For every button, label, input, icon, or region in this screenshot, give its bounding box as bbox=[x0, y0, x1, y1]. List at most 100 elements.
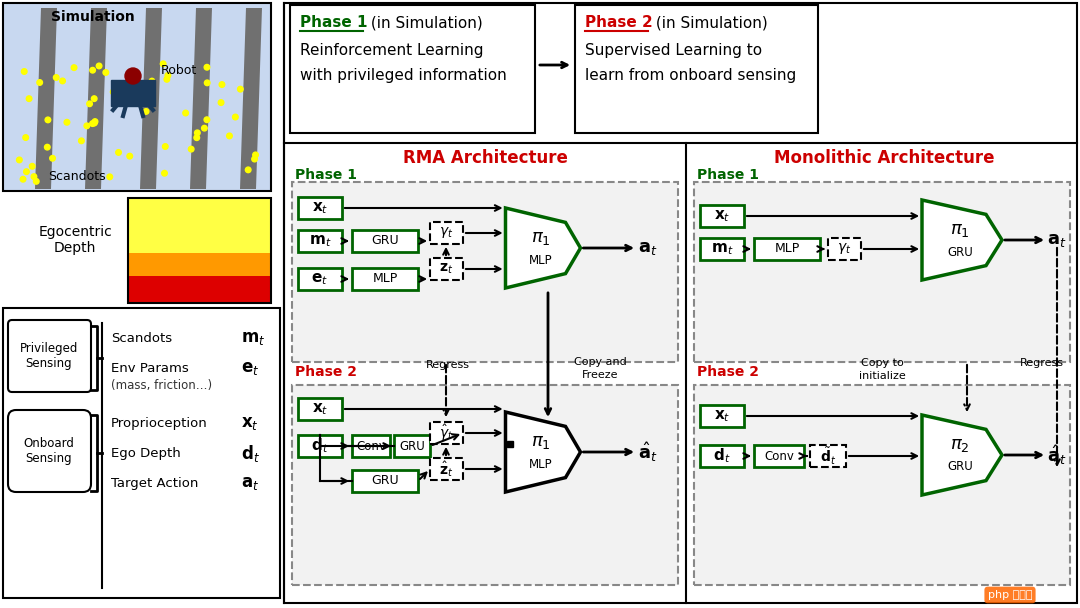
Text: Monolithic Architecture: Monolithic Architecture bbox=[773, 149, 995, 167]
Circle shape bbox=[162, 143, 168, 150]
Circle shape bbox=[23, 135, 28, 140]
Text: (in Simulation): (in Simulation) bbox=[366, 15, 483, 30]
Bar bbox=[754, 445, 804, 467]
Text: Conv: Conv bbox=[356, 440, 386, 452]
Circle shape bbox=[252, 156, 257, 162]
Text: $\mathbf{d}_t$: $\mathbf{d}_t$ bbox=[713, 447, 731, 465]
Bar bbox=[694, 182, 1070, 362]
Bar bbox=[111, 80, 156, 106]
Text: Simulation: Simulation bbox=[51, 10, 135, 24]
Text: GRU: GRU bbox=[372, 235, 399, 247]
Circle shape bbox=[92, 120, 97, 126]
Text: $\mathbf{m}_t$: $\mathbf{m}_t$ bbox=[241, 329, 266, 347]
Text: Phase 1: Phase 1 bbox=[300, 15, 367, 30]
Polygon shape bbox=[922, 200, 1002, 280]
Text: Copy and: Copy and bbox=[573, 357, 626, 367]
Text: $\mathbf{m}_t$: $\mathbf{m}_t$ bbox=[309, 233, 332, 249]
Text: Regress: Regress bbox=[426, 360, 470, 370]
Text: GRU: GRU bbox=[372, 474, 399, 488]
Text: RMA Architecture: RMA Architecture bbox=[403, 149, 567, 167]
Circle shape bbox=[127, 153, 133, 159]
Circle shape bbox=[64, 120, 70, 125]
Circle shape bbox=[29, 164, 35, 169]
Circle shape bbox=[16, 157, 23, 163]
Bar bbox=[298, 398, 342, 420]
Text: $\mathbf{d}_t$: $\mathbf{d}_t$ bbox=[311, 437, 328, 455]
Text: Supervised Learning to: Supervised Learning to bbox=[585, 43, 762, 58]
Circle shape bbox=[59, 78, 66, 84]
Circle shape bbox=[90, 67, 95, 73]
Bar bbox=[352, 268, 418, 290]
Bar bbox=[430, 222, 463, 244]
Text: Robot: Robot bbox=[161, 63, 198, 77]
Bar bbox=[394, 435, 430, 457]
Text: $\gamma_t$: $\gamma_t$ bbox=[438, 226, 454, 241]
Bar bbox=[292, 182, 678, 362]
Polygon shape bbox=[240, 8, 262, 189]
Bar bbox=[700, 205, 744, 227]
Polygon shape bbox=[85, 8, 107, 189]
Circle shape bbox=[92, 119, 98, 125]
Circle shape bbox=[219, 81, 225, 88]
Text: Proprioception: Proprioception bbox=[111, 416, 207, 429]
Circle shape bbox=[44, 144, 50, 150]
Bar bbox=[298, 197, 342, 219]
Circle shape bbox=[33, 179, 39, 184]
Polygon shape bbox=[190, 8, 212, 189]
Circle shape bbox=[53, 75, 59, 80]
Text: MLP: MLP bbox=[373, 272, 397, 286]
Text: $\mathbf{d}_t$: $\mathbf{d}_t$ bbox=[241, 443, 260, 463]
Circle shape bbox=[86, 101, 93, 106]
Text: with privileged information: with privileged information bbox=[300, 68, 507, 83]
Circle shape bbox=[50, 156, 55, 161]
Polygon shape bbox=[35, 8, 57, 189]
Polygon shape bbox=[140, 8, 162, 189]
Circle shape bbox=[21, 176, 26, 182]
Bar bbox=[430, 258, 463, 280]
Text: $\hat{\mathbf{z}}_t$: $\hat{\mathbf{z}}_t$ bbox=[438, 459, 454, 479]
Circle shape bbox=[194, 130, 200, 136]
Text: $\mathbf{a}_t$: $\mathbf{a}_t$ bbox=[638, 239, 658, 257]
Bar bbox=[298, 435, 342, 457]
Polygon shape bbox=[505, 208, 581, 288]
Circle shape bbox=[92, 96, 97, 102]
Text: $\pi_1$: $\pi_1$ bbox=[950, 221, 970, 239]
Bar bbox=[352, 470, 418, 492]
Text: learn from onboard sensing: learn from onboard sensing bbox=[585, 68, 796, 83]
Circle shape bbox=[107, 174, 112, 179]
Bar bbox=[575, 5, 818, 133]
Text: php 中文网: php 中文网 bbox=[988, 590, 1032, 600]
Text: initialize: initialize bbox=[859, 371, 905, 381]
Circle shape bbox=[162, 170, 167, 176]
Text: $\hat{\mathbf{a}}_t$: $\hat{\mathbf{a}}_t$ bbox=[638, 440, 658, 464]
Text: Onboard
Sensing: Onboard Sensing bbox=[24, 437, 75, 465]
Circle shape bbox=[253, 152, 258, 157]
Circle shape bbox=[164, 77, 170, 82]
Circle shape bbox=[45, 117, 51, 123]
Circle shape bbox=[188, 147, 194, 152]
Bar bbox=[292, 385, 678, 585]
Bar bbox=[430, 458, 463, 480]
Text: GRU: GRU bbox=[947, 246, 973, 258]
Bar bbox=[3, 3, 271, 191]
Text: Target Action: Target Action bbox=[111, 477, 199, 489]
Circle shape bbox=[116, 150, 121, 155]
Text: MLP: MLP bbox=[529, 254, 553, 266]
Circle shape bbox=[245, 167, 251, 173]
Bar bbox=[828, 238, 861, 260]
Text: $\mathbf{x}_t$: $\mathbf{x}_t$ bbox=[241, 414, 259, 432]
Circle shape bbox=[202, 125, 207, 131]
Text: GRU: GRU bbox=[947, 460, 973, 474]
Text: Reinforcement Learning: Reinforcement Learning bbox=[300, 43, 484, 58]
Circle shape bbox=[96, 63, 102, 69]
Text: (mass, friction…): (mass, friction…) bbox=[111, 379, 212, 393]
Circle shape bbox=[110, 89, 116, 95]
Text: $\pi_1$: $\pi_1$ bbox=[531, 229, 551, 247]
FancyBboxPatch shape bbox=[8, 320, 91, 392]
Bar bbox=[291, 5, 535, 133]
Text: Privileged
Sensing: Privileged Sensing bbox=[19, 342, 78, 370]
Circle shape bbox=[31, 174, 37, 179]
Text: $\mathbf{x}_t$: $\mathbf{x}_t$ bbox=[312, 200, 328, 216]
Bar bbox=[694, 385, 1070, 585]
Polygon shape bbox=[505, 412, 581, 492]
